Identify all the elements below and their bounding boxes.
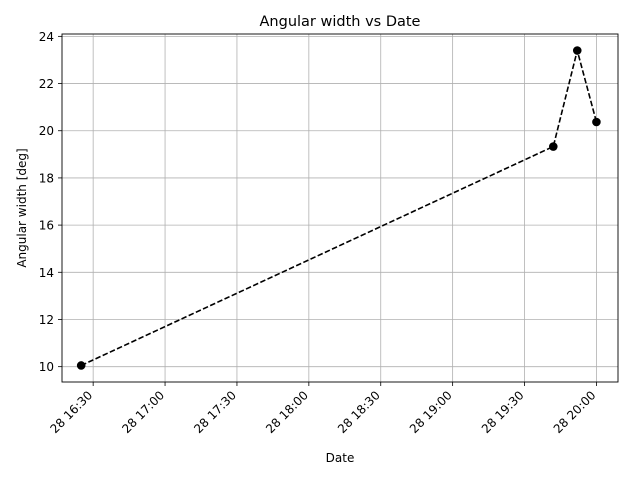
x-tick-label: 28 20:00	[551, 388, 599, 436]
y-tick-label: 16	[39, 219, 54, 233]
grid	[62, 34, 618, 382]
y-tick-label: 24	[39, 30, 54, 44]
data-point	[592, 117, 601, 127]
series	[76, 46, 601, 370]
y-tick-label: 22	[39, 77, 54, 91]
x-tick-label: 28 19:30	[479, 388, 527, 436]
y-tick-label: 20	[39, 124, 54, 138]
data-point	[76, 361, 86, 370]
y-tick-label: 10	[39, 360, 54, 374]
chart-title: Angular width vs Date	[260, 14, 421, 30]
plot-frame	[61, 33, 619, 383]
x-tick-label: 28 18:30	[335, 388, 383, 436]
x-tick-label: 28 16:30	[47, 388, 95, 436]
y-axis-label: Angular width [deg]	[15, 148, 29, 267]
x-tick-label: 28 17:00	[119, 388, 167, 436]
x-tick-label: 28 17:30	[191, 388, 239, 436]
series-line	[80, 47, 598, 367]
y-tick-label: 12	[39, 313, 54, 327]
plot-background	[62, 34, 618, 382]
y-tick-label: 18	[39, 171, 54, 185]
data-point	[572, 46, 582, 55]
x-tick-label: 28 18:00	[263, 388, 311, 436]
data-point	[548, 142, 558, 151]
x-tick-label: 28 19:00	[407, 388, 455, 436]
y-tick-label: 14	[39, 266, 54, 280]
x-axis-label: Date	[326, 451, 355, 465]
